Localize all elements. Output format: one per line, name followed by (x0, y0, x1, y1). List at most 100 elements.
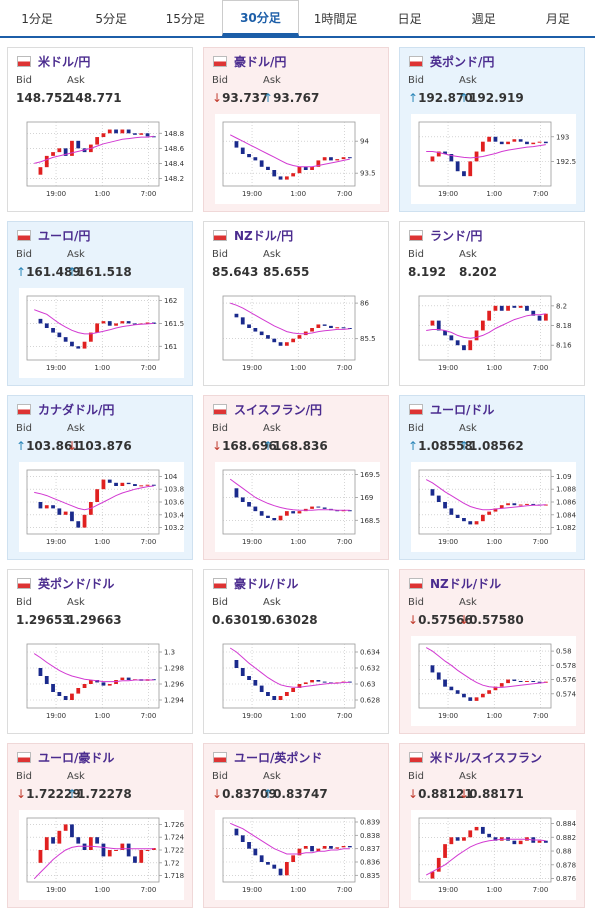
tab[interactable]: 月足 (545, 12, 570, 26)
candle (95, 137, 100, 145)
candle (493, 686, 498, 691)
candle (88, 332, 93, 342)
candle (316, 506, 321, 508)
rate-card[interactable]: 米ドル/円 Bid Ask 148.752 148.771 148.2 148.4 148.6… (7, 47, 193, 212)
ask-label: Ask (67, 597, 85, 608)
rate-card[interactable]: 英ポンド/ドル Bid Ask 1.29653 1.29663 1.294 1.296 1.2… (7, 569, 193, 734)
candle (126, 843, 131, 857)
pair-name: NZドル/ドル (430, 577, 502, 591)
x-tick-label: 19:00 (438, 886, 458, 894)
x-tick-label: 1:00 (486, 364, 502, 372)
x-tick-label: 7:00 (533, 190, 549, 198)
rate-card[interactable]: 英ポンド/円 Bid Ask ↑192.870 ↑192.919 192.5 193 19:0… (399, 47, 585, 212)
candle (468, 161, 473, 177)
x-tick-label: 7:00 (337, 190, 353, 198)
rate-card[interactable]: カナダドル/円 Bid Ask ↑103.861 ↓103.876 103.2 103.4 1… (7, 395, 193, 560)
candle (70, 693, 74, 700)
x-tick-label: 7:00 (337, 538, 353, 546)
y-tick-label: 0.63 (360, 681, 376, 689)
tab[interactable]: 1時間足 (313, 12, 358, 26)
trend-arrow: ↓ (16, 787, 27, 801)
candle (82, 341, 87, 349)
bid-label: Bid (408, 423, 424, 434)
candle (341, 157, 346, 160)
tab[interactable]: 日足 (397, 12, 422, 26)
x-tick-label: 19:00 (46, 538, 66, 546)
candle (151, 848, 156, 850)
candle (506, 503, 510, 506)
candle (107, 479, 112, 483)
candle (474, 330, 479, 341)
tab[interactable]: 5分足 (95, 12, 127, 26)
rate-card[interactable]: 豪ドル/ドル Bid Ask 0.63019 0.63028 0.628 0.63 0.632… (203, 569, 389, 734)
price: 161.489 (26, 265, 81, 279)
candle (76, 688, 81, 694)
candle (51, 837, 55, 844)
tab[interactable]: 週足 (471, 12, 496, 26)
candle (259, 331, 264, 336)
candle (449, 508, 454, 515)
rate-card[interactable]: ユーロ/ドル Bid Ask ↑1.08558 ↑1.08562 1.082 1.084 1.… (399, 395, 585, 560)
ask-value: ↑0.83747 (263, 787, 328, 801)
candle (272, 864, 277, 869)
candle (462, 693, 466, 698)
mini-chart: 192.5 193 19:00 1:00 7:00 (411, 114, 576, 204)
trend-arrow: ↑ (459, 439, 470, 453)
candle (455, 514, 460, 518)
candle (247, 842, 251, 849)
plot-frame (418, 643, 552, 709)
candle (247, 676, 251, 680)
rate-card[interactable]: ランド/円 Bid Ask 8.192 8.202 8.16 8.18 8.2 19:00 1:0… (399, 221, 585, 386)
chart-svg: 93.5 94 19:00 1:00 7:00 (222, 121, 376, 198)
candle (272, 338, 277, 343)
y-tick-label: 0.876 (556, 875, 576, 883)
price: 1.08558 (418, 439, 473, 453)
x-tick-label: 19:00 (46, 190, 66, 198)
price: 1.08562 (469, 439, 524, 453)
x-tick-label: 1:00 (290, 364, 306, 372)
candle (335, 510, 340, 512)
price: 93.767 (273, 91, 320, 105)
rate-card[interactable]: NZドル/ドル Bid Ask ↓0.57566 ↓0.57580 0.574 0.576 0… (399, 569, 585, 734)
trend-arrow: ↑ (16, 439, 27, 453)
bid-value: ↑103.861 (16, 439, 81, 453)
rate-card[interactable]: ユーロ/豪ドル Bid Ask ↓1.72229 ↑1.72278 1.718 1.72 1.… (7, 743, 193, 908)
rate-card[interactable]: ユーロ/円 Bid Ask ↑161.489 ↑161.518 161 161.5 162 19… (7, 221, 193, 386)
candle (63, 148, 68, 156)
y-tick-label: 1.298 (164, 665, 184, 673)
x-tick-label: 19:00 (438, 364, 458, 372)
y-tick-label: 104 (164, 473, 178, 481)
ask-value: 148.771 (67, 91, 122, 105)
y-tick-label: 148.4 (164, 160, 184, 168)
y-tick-label: 0.634 (360, 649, 380, 657)
tab[interactable]: 15分足 (165, 12, 205, 26)
candle (120, 677, 125, 680)
rate-card[interactable]: ユーロ/英ポンド Bid Ask ↓0.83709 ↑0.83747 0.835 0.836… (203, 743, 389, 908)
candle (133, 856, 137, 863)
candle (51, 505, 55, 509)
x-tick-label: 19:00 (242, 712, 262, 720)
ask-value: ↑192.919 (459, 91, 524, 105)
candle (329, 325, 333, 328)
ask-value: ↓0.57580 (459, 613, 524, 627)
y-tick-label: 1.72 (164, 859, 180, 867)
pair-name: 英ポンド/ドル (38, 577, 115, 591)
rate-card[interactable]: スイスフラン/円 Bid Ask ↓168.696 ↑168.836 168.5 169 16… (203, 395, 389, 560)
rate-card[interactable]: 豪ドル/円 Bid Ask ↓93.737 ↑93.767 93.5 94 19:00 1:00… (203, 47, 389, 212)
bid-value: 8.192 (408, 265, 446, 279)
pair-name: ユーロ/豪ドル (38, 751, 115, 765)
flag-icon (17, 56, 31, 67)
rate-card[interactable]: NZドル/円 Bid Ask 85.643 85.655 85.5 86 19:00 1:00 7… (203, 221, 389, 386)
tab[interactable]: 1分足 (21, 12, 53, 26)
candle (107, 850, 112, 857)
candle (240, 668, 245, 676)
candle (322, 324, 327, 326)
y-tick-label: 0.628 (360, 697, 380, 705)
rate-card[interactable]: 米ドル/スイスフラン Bid Ask ↓0.88121 ↓0.88171 0.876 0.8… (399, 743, 585, 908)
candle (322, 846, 327, 849)
trend-arrow: ↑ (459, 91, 470, 105)
tab[interactable]: 30分足 (222, 0, 299, 36)
candle (480, 693, 485, 698)
x-tick-label: 1:00 (290, 886, 306, 894)
y-tick-label: 8.16 (556, 342, 572, 350)
